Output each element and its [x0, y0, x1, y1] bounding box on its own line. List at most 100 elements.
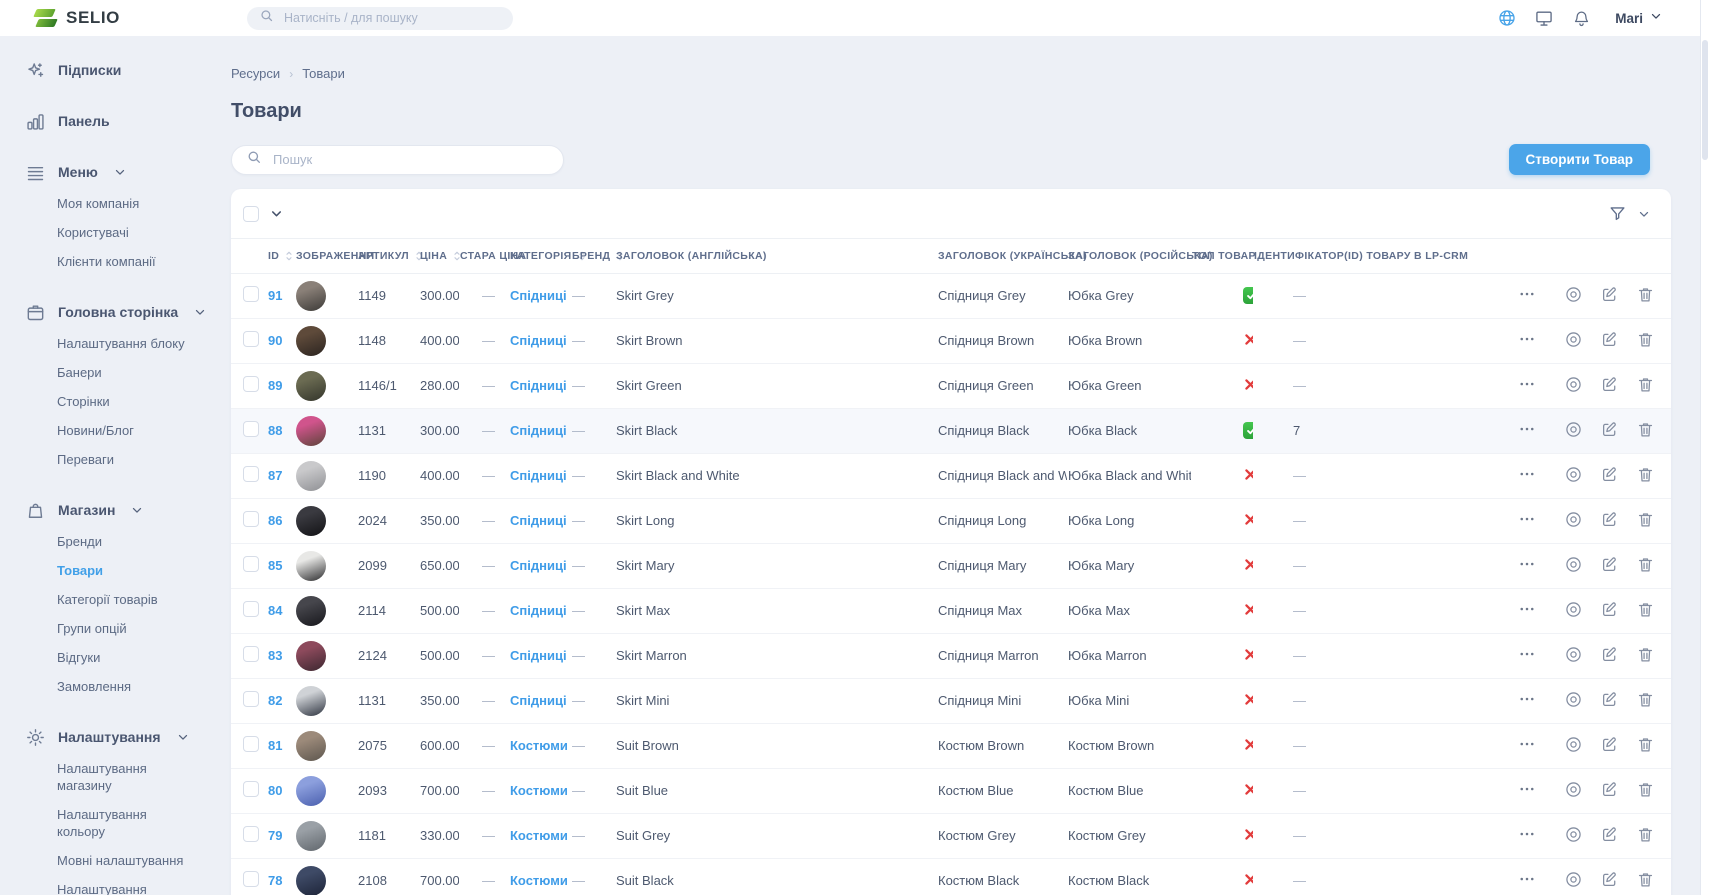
- user-menu[interactable]: Mari: [1615, 9, 1663, 28]
- product-category-link[interactable]: Спідниці: [510, 468, 567, 483]
- row-menu-button[interactable]: [1517, 690, 1537, 711]
- row-checkbox[interactable]: [243, 421, 259, 437]
- breadcrumb-resources[interactable]: Ресурси: [231, 66, 281, 81]
- product-category-link[interactable]: Костюми: [510, 783, 568, 798]
- chevron-down-icon[interactable]: [130, 503, 144, 517]
- filter-funnel-icon[interactable]: [1608, 204, 1627, 223]
- product-id-link[interactable]: 84: [268, 603, 283, 618]
- product-category-link[interactable]: Спідниці: [510, 378, 567, 393]
- delete-button[interactable]: [1636, 375, 1655, 397]
- sidebar-subitem-settings-0[interactable]: Налаштування магазину: [57, 761, 147, 793]
- view-button[interactable]: [1564, 690, 1583, 712]
- edit-button[interactable]: [1600, 645, 1619, 667]
- chevron-down-icon[interactable]: [176, 730, 190, 744]
- column-header-category[interactable]: КАТЕГОРІЯ: [509, 239, 585, 274]
- row-menu-button[interactable]: [1517, 735, 1537, 756]
- view-button[interactable]: [1564, 420, 1583, 442]
- row-checkbox[interactable]: [243, 511, 259, 527]
- delete-button[interactable]: [1636, 735, 1655, 757]
- sidebar-subitem-shop-3[interactable]: Групи опцій: [57, 621, 127, 636]
- product-category-link[interactable]: Костюми: [510, 738, 568, 753]
- sidebar-subitem-shop-1[interactable]: Товари: [57, 563, 104, 578]
- edit-button[interactable]: [1600, 780, 1619, 802]
- row-menu-button[interactable]: [1517, 600, 1537, 621]
- product-id-link[interactable]: 78: [268, 873, 283, 888]
- sidebar-subitem-shop-4[interactable]: Відгуки: [57, 650, 101, 665]
- product-category-link[interactable]: Спідниці: [510, 603, 567, 618]
- delete-button[interactable]: [1636, 600, 1655, 622]
- delete-button[interactable]: [1636, 690, 1655, 712]
- edit-button[interactable]: [1600, 330, 1619, 352]
- select-all-checkbox[interactable]: [243, 205, 259, 222]
- delete-button[interactable]: [1636, 870, 1655, 892]
- sidebar-subitem-home-page-0[interactable]: Налаштування блоку: [57, 336, 185, 351]
- delete-button[interactable]: [1636, 645, 1655, 667]
- column-header-sku[interactable]: АРТИКУЛ: [357, 239, 422, 274]
- row-checkbox[interactable]: [243, 376, 259, 392]
- scrollbar-thumb[interactable]: [1702, 40, 1708, 160]
- bulk-actions-chevron-icon[interactable]: [269, 206, 284, 221]
- edit-button[interactable]: [1600, 510, 1619, 532]
- column-header-brand[interactable]: БРЕНД: [571, 239, 623, 274]
- row-menu-button[interactable]: [1517, 330, 1537, 351]
- product-category-link[interactable]: Спідниці: [510, 648, 567, 663]
- product-category-link[interactable]: Спідниці: [510, 333, 567, 348]
- edit-button[interactable]: [1600, 870, 1619, 892]
- delete-button[interactable]: [1636, 555, 1655, 577]
- row-menu-button[interactable]: [1517, 285, 1537, 306]
- sidebar-item-menu[interactable]: Меню: [0, 160, 210, 184]
- row-menu-button[interactable]: [1517, 870, 1537, 891]
- view-button[interactable]: [1564, 330, 1583, 352]
- row-checkbox[interactable]: [243, 826, 259, 842]
- view-button[interactable]: [1564, 555, 1583, 577]
- product-category-link[interactable]: Спідниці: [510, 558, 567, 573]
- row-checkbox[interactable]: [243, 646, 259, 662]
- brand-logo[interactable]: SELIO: [33, 8, 120, 28]
- edit-button[interactable]: [1600, 735, 1619, 757]
- product-category-link[interactable]: Спідниці: [510, 513, 567, 528]
- product-category-link[interactable]: Спідниці: [510, 288, 567, 303]
- row-menu-button[interactable]: [1517, 555, 1537, 576]
- product-id-link[interactable]: 89: [268, 378, 283, 393]
- product-category-link[interactable]: Спідниці: [510, 423, 567, 438]
- row-checkbox[interactable]: [243, 286, 259, 302]
- view-button[interactable]: [1564, 825, 1583, 847]
- row-checkbox[interactable]: [243, 691, 259, 707]
- delete-button[interactable]: [1636, 825, 1655, 847]
- row-checkbox[interactable]: [243, 466, 259, 482]
- product-id-link[interactable]: 80: [268, 783, 283, 798]
- edit-button[interactable]: [1600, 600, 1619, 622]
- edit-button[interactable]: [1600, 420, 1619, 442]
- language-globe-icon[interactable]: [1496, 7, 1518, 29]
- product-category-link[interactable]: Спідниці: [510, 693, 567, 708]
- sidebar-subitem-home-page-2[interactable]: Сторінки: [57, 394, 110, 409]
- product-id-link[interactable]: 87: [268, 468, 283, 483]
- page-scrollbar[interactable]: [1700, 0, 1709, 895]
- sidebar-item-home-page[interactable]: Головна сторінка: [0, 300, 210, 324]
- sidebar-subitem-menu-2[interactable]: Клієнти компанії: [57, 254, 156, 269]
- row-menu-button[interactable]: [1517, 465, 1537, 486]
- chevron-down-icon[interactable]: [193, 305, 207, 319]
- filter-chevron-icon[interactable]: [1637, 207, 1651, 221]
- row-menu-button[interactable]: [1517, 420, 1537, 441]
- delete-button[interactable]: [1636, 420, 1655, 442]
- sidebar-subitem-home-page-1[interactable]: Банери: [57, 365, 102, 380]
- row-checkbox[interactable]: [243, 871, 259, 887]
- row-checkbox[interactable]: [243, 736, 259, 752]
- product-id-link[interactable]: 81: [268, 738, 283, 753]
- product-category-link[interactable]: Костюми: [510, 828, 568, 843]
- delete-button[interactable]: [1636, 285, 1655, 307]
- product-category-link[interactable]: Костюми: [510, 873, 568, 888]
- edit-button[interactable]: [1600, 465, 1619, 487]
- view-button[interactable]: [1564, 285, 1583, 307]
- monitor-icon[interactable]: [1533, 7, 1555, 29]
- view-button[interactable]: [1564, 870, 1583, 892]
- sidebar-subitem-shop-2[interactable]: Категорії товарів: [57, 592, 158, 607]
- product-id-link[interactable]: 91: [268, 288, 283, 303]
- row-checkbox[interactable]: [243, 601, 259, 617]
- sidebar-subitem-settings-3[interactable]: Налаштування сторінки оформлення замовле…: [57, 882, 147, 895]
- create-product-button[interactable]: Створити Товар: [1508, 144, 1650, 175]
- product-id-link[interactable]: 83: [268, 648, 283, 663]
- sidebar-subitem-home-page-4[interactable]: Переваги: [57, 452, 115, 467]
- delete-button[interactable]: [1636, 465, 1655, 487]
